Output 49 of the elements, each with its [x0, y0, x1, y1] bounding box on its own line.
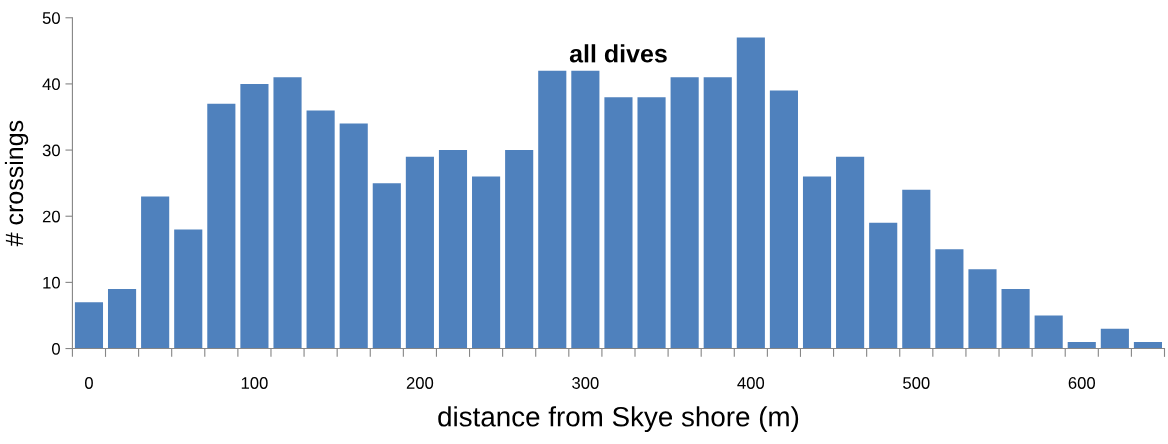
y-tick-label: 40	[42, 78, 60, 91]
x-tick-label: 500	[903, 377, 930, 389]
bar	[405, 156, 434, 349]
bar	[902, 189, 931, 349]
y-tick-label: 30	[42, 144, 60, 157]
bar	[1133, 341, 1163, 349]
x-axis-title: distance from Skye shore (m)	[438, 406, 799, 433]
x-tick-label: 400	[737, 377, 765, 389]
y-axis-title: # crossings	[4, 120, 29, 247]
bar	[141, 196, 170, 349]
bar	[802, 176, 832, 349]
bar	[604, 97, 633, 349]
y-tick-label: 10	[43, 276, 60, 289]
bar	[505, 150, 534, 349]
x-tick-label: 200	[406, 377, 434, 389]
bar	[571, 70, 600, 349]
bar	[240, 83, 269, 349]
x-tick-label: 100	[241, 377, 268, 389]
bar	[207, 103, 236, 349]
bar	[1100, 328, 1129, 349]
bar	[670, 77, 699, 349]
bar	[74, 302, 104, 349]
y-tick-label: 50	[42, 12, 60, 24]
x-tick-label: 600	[1068, 377, 1096, 389]
bar	[637, 97, 666, 349]
bar	[1067, 341, 1096, 349]
bar	[472, 176, 501, 349]
bar	[1034, 315, 1063, 349]
bar	[869, 222, 898, 349]
bar	[836, 156, 865, 349]
bar	[339, 123, 368, 349]
bar	[306, 110, 335, 349]
text: all dives	[569, 44, 667, 63]
x-tick-label: 0	[84, 377, 93, 389]
x-tick-label: 300	[572, 377, 599, 389]
bar	[372, 183, 401, 349]
bar	[736, 37, 765, 349]
bar	[703, 77, 732, 349]
bar	[273, 77, 302, 349]
bar	[107, 289, 137, 349]
bar	[438, 150, 468, 349]
bar	[968, 269, 997, 349]
bar	[1001, 289, 1030, 349]
bar	[769, 90, 798, 349]
bar	[935, 249, 964, 349]
bar	[538, 70, 567, 349]
bar	[174, 229, 203, 349]
y-tick-label: 20	[42, 210, 60, 223]
y-tick-label: 0	[51, 342, 60, 355]
